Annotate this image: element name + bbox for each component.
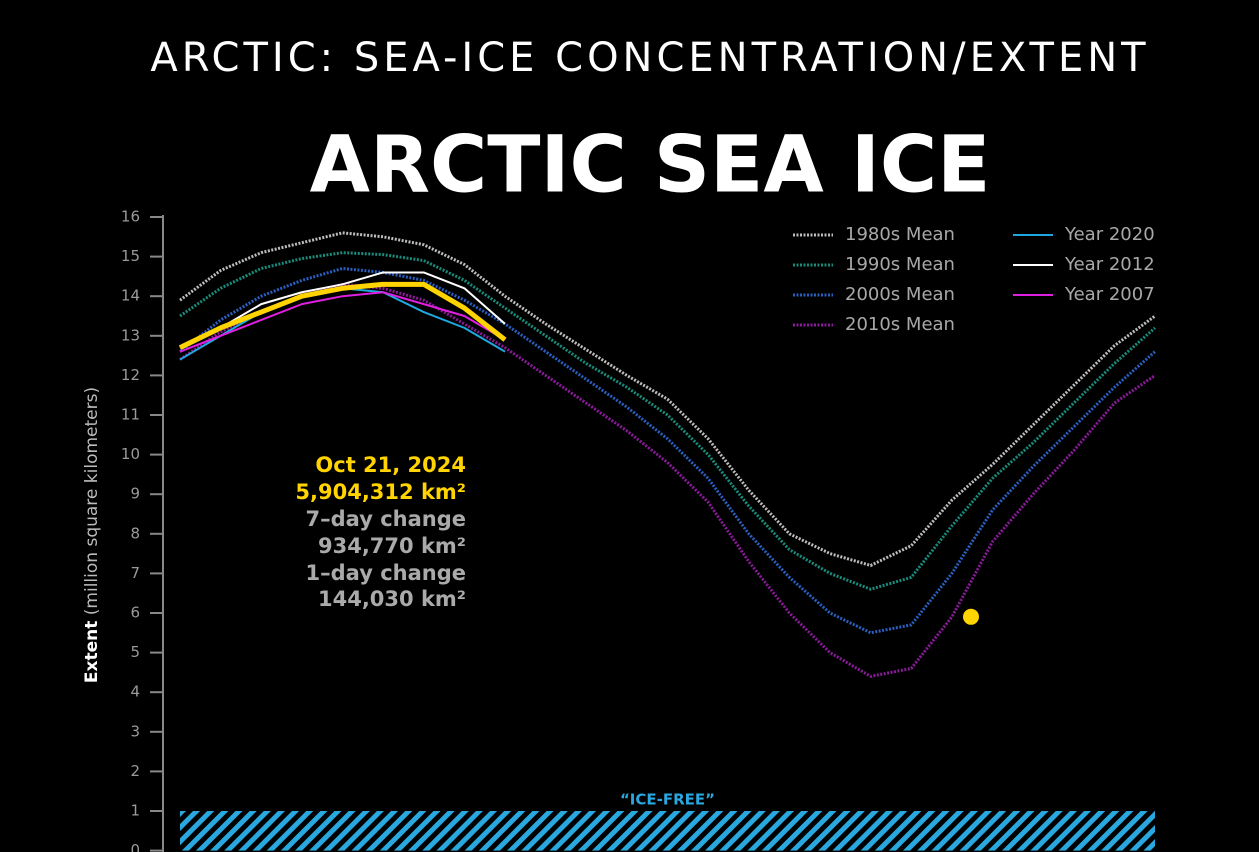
y-tick-label: 0 [130, 841, 140, 852]
y-tick-label: 1 [130, 802, 140, 820]
series-line [179, 266, 1156, 635]
legend-label: Year 2012 [1064, 254, 1155, 275]
y-tick-label: 7 [130, 564, 140, 582]
chart-title: ARCTIC SEA ICE [310, 120, 991, 210]
legend-label: Year 2020 [1064, 224, 1155, 245]
week-change: 934,770 km² [318, 534, 466, 558]
y-tick-label: 9 [130, 485, 140, 503]
current-point [963, 608, 979, 625]
y-tick-label: 16 [121, 208, 140, 226]
series-line [178, 281, 507, 350]
ice-free-label: “ICE-FREE” [620, 791, 715, 809]
week-label: 7–day change [306, 507, 466, 531]
legend-label: 1980s Mean [845, 224, 955, 245]
y-label-bold: Extent [82, 621, 102, 683]
legend-label: 1990s Mean [845, 254, 955, 275]
y-tick-label: 4 [130, 683, 140, 701]
series-line [179, 251, 1156, 591]
y-tick-label: 13 [121, 326, 140, 344]
extent: 5,904,312 km² [295, 480, 466, 504]
y-tick-label: 15 [121, 247, 140, 265]
y-tick-label: 2 [130, 762, 140, 780]
legend-label: 2010s Mean [845, 314, 955, 335]
y-tick-label: 5 [130, 643, 140, 661]
day-change: 144,030 km² [318, 587, 466, 611]
ice-free-band [180, 811, 1155, 851]
day-label: 1–day change [306, 561, 466, 585]
legend-label: Year 2007 [1064, 284, 1155, 305]
annotations: Oct 21, 2024 5,904,312 km² 7–day change … [295, 453, 466, 611]
series-line [179, 231, 1156, 567]
y-tick-label: 12 [121, 366, 140, 384]
series-line [179, 291, 506, 353]
y-axis-label: Extent (million square kilometers) [82, 387, 102, 683]
y-tick-label: 10 [121, 445, 140, 463]
y-label-rest: (million square kilometers) [82, 387, 102, 615]
y-tick-label: 8 [130, 524, 140, 542]
date: Oct 21, 2024 [315, 453, 466, 477]
series-line [179, 271, 506, 349]
y-tick-label: 14 [121, 287, 140, 305]
y-tick-label: 11 [121, 406, 140, 424]
y-tick-label: 3 [130, 722, 140, 740]
y-tick-label: 6 [130, 604, 140, 622]
legend-label: 2000s Mean [845, 284, 955, 305]
page-title: ARCTIC: SEA-ICE CONCENTRATION/EXTENT [150, 35, 1149, 81]
